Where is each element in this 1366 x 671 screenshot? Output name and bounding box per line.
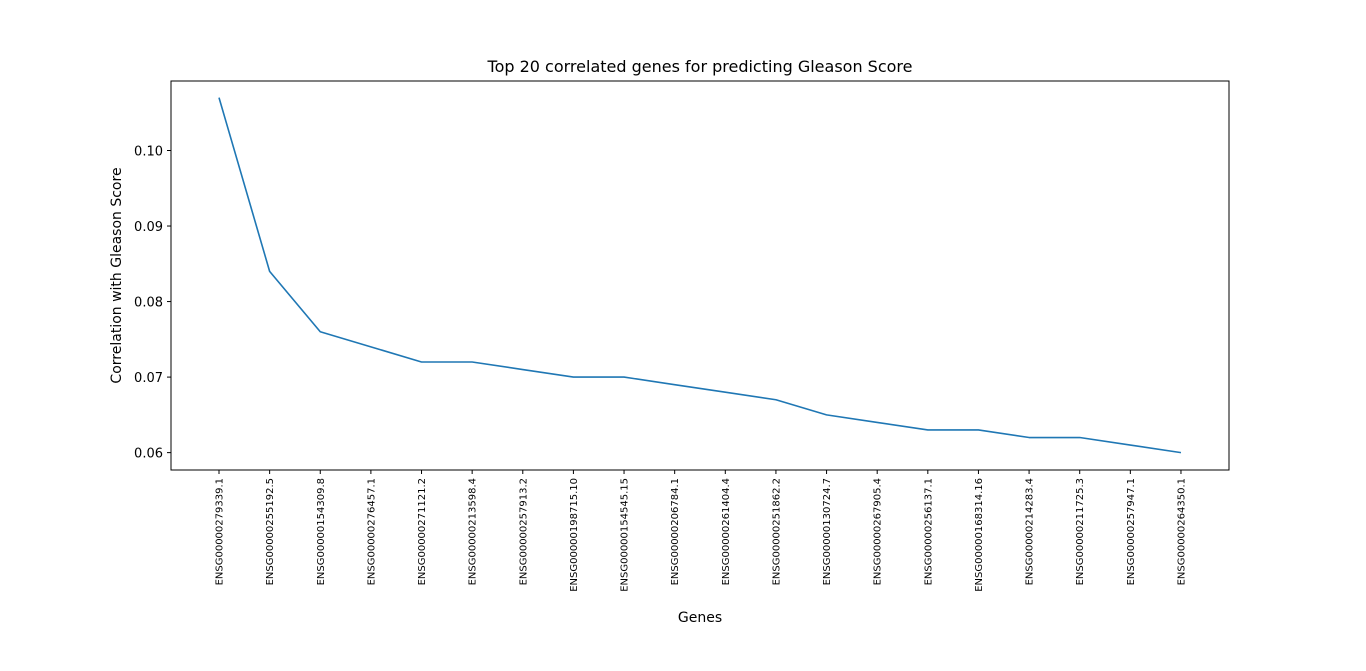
y-axis-label: Correlation with Gleason Score [109,167,125,383]
x-tick-label: ENSG00000251862.2 [771,478,782,585]
x-tick-label: ENSG00000257913.2 [518,478,529,585]
chart-title: Top 20 correlated genes for predicting G… [487,57,913,76]
x-tick-label: ENSG00000279339.1 [215,478,226,585]
y-tick-label: 0.06 [134,447,163,462]
y-tick-label: 0.09 [134,220,163,235]
x-tick-label: ENSG00000214283.4 [1025,478,1036,585]
x-tick-label: ENSG00000276457.1 [366,478,377,585]
x-tick-label: ENSG00000206784.1 [670,478,681,585]
series-line [218,97,1182,454]
x-tick-label: ENSG00000168314.16 [974,478,985,592]
x-tick-label: ENSG00000271121.2 [417,478,428,585]
x-tick-label: ENSG00000213598.4 [468,478,479,585]
plot-area: 0.06 0.07 0.08 0.09 0.10 ENSG00000279339.1 ENS… [134,80,1230,592]
y-tick-label: 0.07 [134,371,163,386]
x-tick-label: ENSG00000198715.10 [569,478,580,592]
x-tick-label: ENSG00000264350.1 [1176,478,1187,585]
plot-frame [170,80,1230,471]
x-tick-label: ENSG00000256137.1 [923,478,934,585]
y-tick-label: 0.10 [134,144,163,159]
x-tick-label: ENSG00000261404.4 [721,478,732,585]
x-tick-label: ENSG00000130724.7 [822,478,833,585]
x-tick-label: ENSG00000255192.5 [265,478,276,585]
x-axis-label: Genes [678,610,722,626]
x-tick-label: ENSG00000154545.15 [620,478,631,592]
x-tick-label: ENSG00000267905.4 [873,478,884,585]
y-tick-label: 0.08 [134,296,163,311]
x-tick-label: ENSG00000257947.1 [1126,478,1137,585]
x-tick-label: ENSG00000154309.8 [316,478,327,585]
x-tick-label: ENSG00000211725.3 [1075,478,1086,585]
